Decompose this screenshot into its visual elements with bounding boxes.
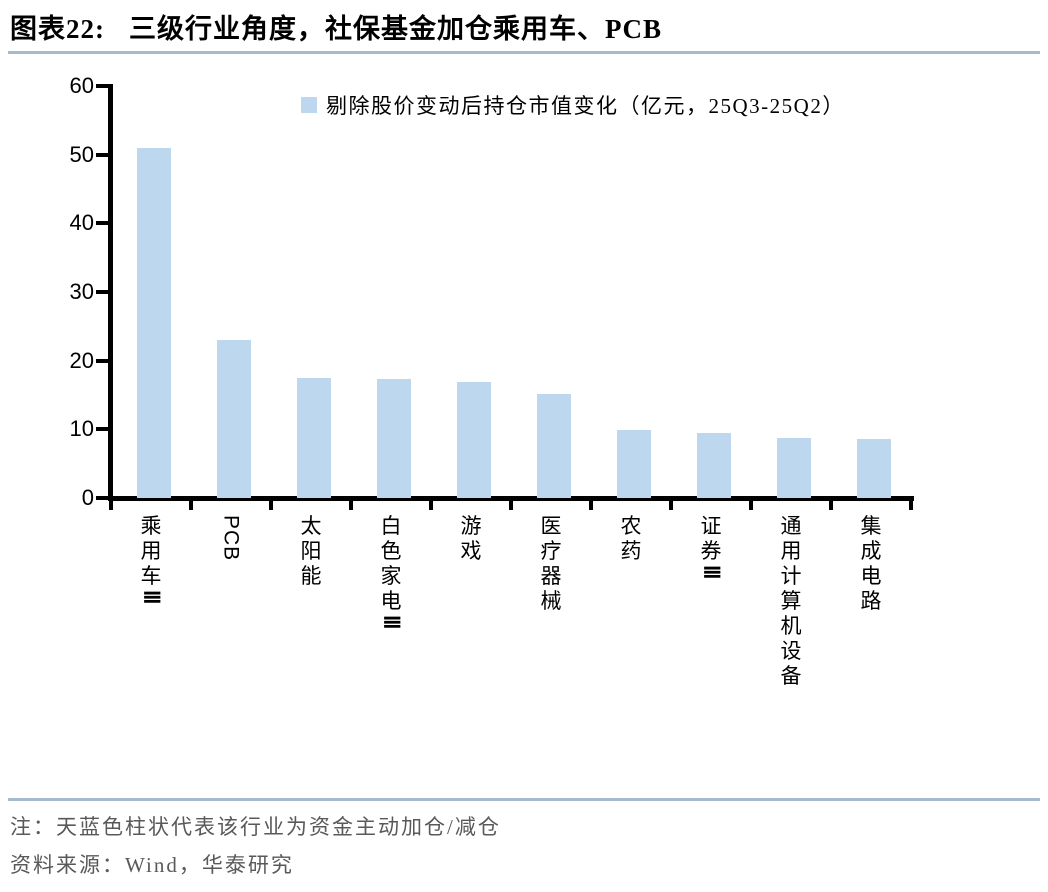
bar [377,379,411,498]
x-category-char: 电 [380,589,402,613]
x-category-rotated-run: Ⅲ [379,615,404,631]
x-axis-line [108,496,914,501]
bar [297,378,331,498]
figure-title-text: 三级行业角度，社保基金加仓乘用车、PCB [129,14,662,44]
y-axis-tick [96,289,109,294]
y-axis-tick [96,427,109,432]
x-category-label: 乘用车 Ⅲ [111,514,191,605]
x-category-char: 车 [140,564,162,588]
chart-note: 注：天蓝色柱状代表该行业为资金主动加仓/减仓 [10,815,501,839]
x-category-char: 路 [860,589,882,613]
y-axis-tick-label: 60 [69,72,94,98]
x-category-label: 太阳能 [271,514,351,589]
x-category-rotated-run: PCB [219,515,243,562]
y-axis-tick-label: 20 [69,347,94,373]
data-source: 资料来源：Wind，华泰研究 [10,853,294,877]
x-category-char: 机 [780,614,802,638]
x-category-char: 药 [620,539,642,563]
legend-swatch-icon [301,97,317,113]
x-category-char: 器 [540,564,562,588]
x-category-char: 阳 [300,539,322,563]
y-axis-tick-label: 40 [69,210,94,236]
x-category-char: 集 [860,514,882,538]
x-category-char: 色 [380,539,402,563]
x-category-label: 农药 [591,514,671,564]
bar [857,438,891,498]
bar [217,339,251,498]
y-axis-line [108,84,113,501]
legend-label: 剔除股价变动后持仓市值变化（亿元，25Q3-25Q2） [326,94,845,118]
x-category-label: 集成电路 [831,514,911,614]
x-category-char: 用 [140,539,162,563]
bar [777,438,811,498]
x-category-char: 电 [860,564,882,588]
figure-title: 图表22: 三级行业角度，社保基金加仓乘用车、PCB [10,7,662,46]
x-category-rotated-run: Ⅲ [699,565,724,581]
figure-number: 图表22: [10,14,105,44]
x-axis-tick [829,501,833,510]
x-category-label: 通用计算机设备 [751,514,831,689]
x-category-char: 成 [860,539,882,563]
x-category-char: 械 [540,589,562,613]
x-category-label: 白色家电 Ⅲ [351,514,431,630]
x-category-label: 医疗器械 [511,514,591,614]
x-category-char: 券 [700,539,722,563]
y-axis-tick-label: 10 [69,416,94,442]
bar [137,148,171,498]
bar [537,393,571,498]
x-category-char: 家 [380,564,402,588]
x-axis-tick [749,501,753,510]
title-divider [8,51,1040,54]
x-category-char: 游 [460,514,482,538]
bar [697,432,731,498]
x-category-char: 能 [300,564,322,588]
x-axis-tick [429,501,433,510]
x-category-char: 戏 [460,539,482,563]
x-category-rotated-run: Ⅲ [139,590,164,606]
x-category-label: PCB [191,514,271,561]
x-category-char: 乘 [140,514,162,538]
x-category-label: 游戏 [431,514,511,564]
x-category-char: 通 [780,514,802,538]
x-category-label: 证券 Ⅲ [671,514,751,580]
x-axis-tick [189,501,193,510]
x-category-char: 太 [300,514,322,538]
y-axis-tick [96,152,109,157]
x-category-char: 疗 [540,539,562,563]
x-category-char: 医 [540,514,562,538]
y-axis-tick-label: 30 [69,278,94,304]
x-category-char: 证 [700,514,722,538]
x-axis-tick [909,501,913,510]
chart-legend: 剔除股价变动后持仓市值变化（亿元，25Q3-25Q2） [301,90,845,120]
x-category-char: 农 [620,514,642,538]
x-category-char: 备 [780,664,802,688]
x-category-char: 算 [780,589,802,613]
x-axis-tick [109,501,113,510]
x-axis-tick [669,501,673,510]
y-axis-tick-label: 50 [69,141,94,167]
y-axis-tick-label: 0 [81,485,94,510]
x-axis-tick [589,501,593,510]
x-category-char: 设 [780,639,802,663]
y-axis-tick [96,358,109,363]
x-axis-tick [349,501,353,510]
x-category-char: 计 [780,564,802,588]
y-axis-tick [96,83,109,88]
y-axis-tick [96,221,109,226]
bar [457,381,491,498]
x-category-char: 白 [380,514,402,538]
y-axis-tick [96,496,109,500]
footer-divider [8,798,1040,801]
x-axis-tick [509,501,513,510]
x-axis-tick [269,501,273,510]
bar [617,429,651,498]
x-category-char: 用 [780,539,802,563]
